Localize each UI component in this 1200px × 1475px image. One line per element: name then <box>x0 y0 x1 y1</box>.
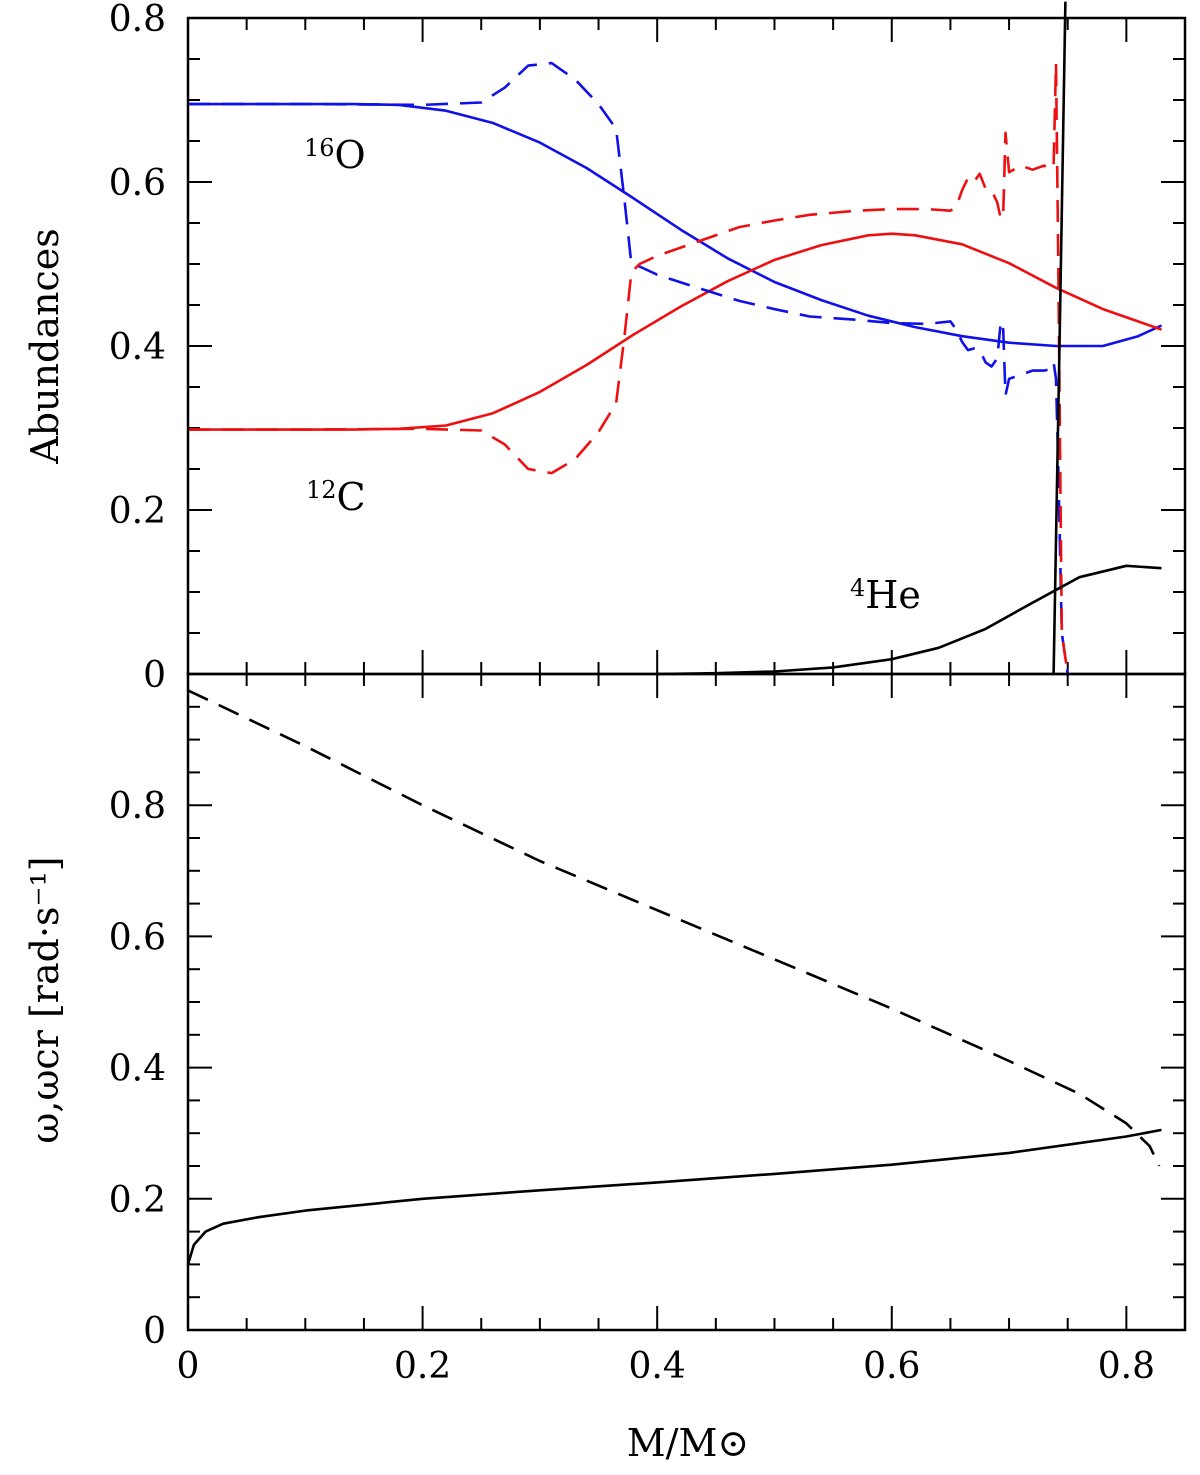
rotation-xlabel: M/M⊙ <box>627 1421 749 1465</box>
rotation-ytick-label: 0.8 <box>109 786 166 827</box>
abundances-ytick-label: 0.4 <box>109 327 166 368</box>
annotation-oxygen-16-symbol: O <box>335 133 366 177</box>
abundances-ytick-label: 0 <box>143 655 166 696</box>
annotation-carbon-12: 12C <box>306 475 366 519</box>
rotation-ticks <box>187 673 1186 1331</box>
abundances-curves <box>188 1 1163 676</box>
abundances-ytick-label: 0.2 <box>109 491 166 532</box>
abundances-series-2-oxygen-dashed <box>188 61 1069 675</box>
abundances-tick-labels: 0 0.2 0.4 0.6 0.8 <box>109 0 166 696</box>
annotation-oxygen-16: 16O <box>304 133 366 177</box>
rotation-series-0-helium-solid <box>186 1128 1162 1265</box>
annotation-oxygen-16-mass: 16 <box>304 134 335 162</box>
rotation-xtick-label: 0.4 <box>629 1346 686 1387</box>
rotation-tick-labels: 0 0.2 0.4 0.6 0.8 0 0.2 0.4 0.6 0.8 <box>109 786 1155 1387</box>
abundances-ytick-label: 0.6 <box>109 163 166 204</box>
rotation-xtick-label: 0 <box>177 1346 200 1387</box>
rotation-xtick-label: 0.2 <box>394 1346 451 1387</box>
abundances-ytick-label: 0.8 <box>109 0 166 40</box>
abundances-ylabel: Abundances <box>23 228 67 464</box>
annotation-carbon-12-mass: 12 <box>306 476 337 504</box>
annotation-carbon-12-symbol: C <box>337 475 366 519</box>
abundances-frame <box>186 16 1187 676</box>
annotation-helium-4: 4He <box>850 573 921 617</box>
abundances-series-3-carbon-dashed <box>188 61 1069 675</box>
rotation-curves <box>186 689 1162 1265</box>
abundances-series-5-helium-solid <box>1052 1 1067 675</box>
rotation-ytick-label: 0.4 <box>109 1049 166 1090</box>
abundances-series-4-helium-solid <box>657 564 1162 676</box>
rotation-xtick-label: 0.6 <box>863 1346 920 1387</box>
annotation-helium-4-symbol: He <box>865 573 921 617</box>
abundances-series-1-carbon-solid <box>188 232 1162 431</box>
rotation-panel: 0 0.2 0.4 0.6 0.8 0 0.2 0.4 0.6 0.8 ω,ωcr [rad·s⁻… <box>23 672 1187 1465</box>
abundances-ticks <box>187 17 1186 675</box>
rotation-series-1-helium-dashed <box>187 689 1161 1167</box>
annotation-helium-4-mass: 4 <box>850 574 865 602</box>
rotation-frame <box>186 672 1187 1332</box>
rotation-ytick-label: 0.2 <box>109 1180 166 1221</box>
rotation-ylabel: ω,ωcr [rad·s⁻¹] <box>23 856 67 1143</box>
abundances-panel: 0 0.2 0.4 0.6 0.8 Abundances 16O 12C 4He <box>23 0 1187 696</box>
rotation-ytick-label: 0 <box>143 1311 166 1352</box>
rotation-ytick-label: 0.6 <box>109 917 166 958</box>
rotation-xtick-label: 0.8 <box>1098 1346 1155 1387</box>
